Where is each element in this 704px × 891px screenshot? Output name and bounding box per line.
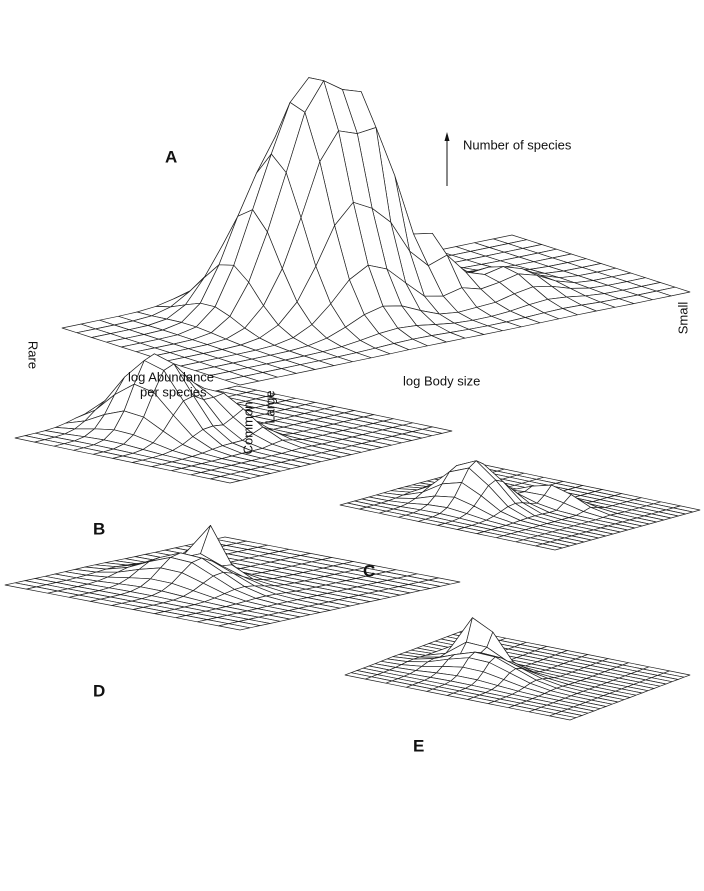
- z-arrowhead: [444, 132, 450, 141]
- surface-cell: [218, 623, 251, 631]
- panel-label: C: [363, 561, 375, 580]
- surface-cell: [210, 476, 241, 484]
- body-size-low-label: Large: [262, 390, 277, 423]
- surface-cell: [535, 543, 563, 551]
- abundance-low-label: Rare: [26, 341, 41, 369]
- abundance-high-label: Common: [240, 402, 255, 455]
- panel-label: E: [413, 736, 424, 755]
- body-size-title: log Body size: [403, 373, 480, 388]
- abundance-title: per species: [140, 384, 207, 399]
- panel-label: B: [93, 519, 105, 538]
- abundance-title: log Abundance: [128, 369, 214, 384]
- panel-label: D: [93, 681, 105, 700]
- z-axis-label: Number of species: [463, 137, 572, 152]
- surface-cell: [224, 376, 260, 386]
- body-size-high-label: Small: [675, 302, 690, 335]
- surfaces: [4, 77, 701, 721]
- surface-cell: [549, 713, 577, 721]
- panel-label: A: [165, 147, 177, 166]
